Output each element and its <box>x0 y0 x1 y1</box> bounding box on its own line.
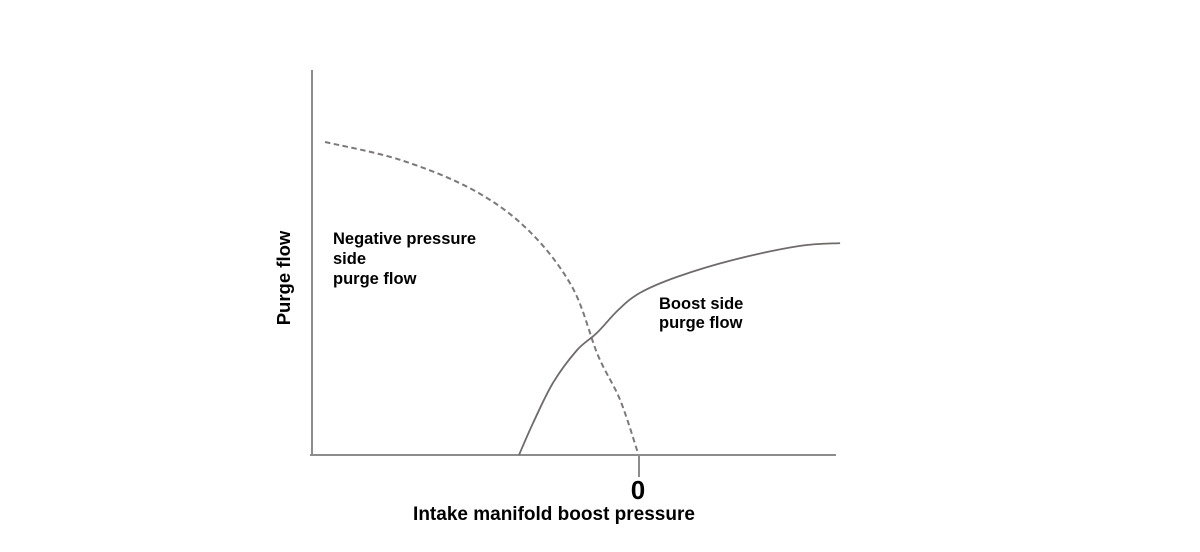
annotation-line: side <box>333 250 367 268</box>
annotation-line: Boost side <box>659 295 744 313</box>
curve-boost-side-purge-flow <box>518 242 841 456</box>
x-axis-title: Intake manifold boost pressure <box>413 504 695 525</box>
annotation-negative-pressure-side: Negative pressure side purge flow <box>333 229 476 289</box>
curve-negative-pressure-side-purge-flow <box>324 141 639 454</box>
annotation-line: Negative pressure <box>333 230 477 248</box>
annotation-line: purge flow <box>333 270 417 288</box>
y-axis-title: Purge flow <box>273 230 294 326</box>
annotation-boost-side: Boost side purge flow <box>659 295 743 333</box>
x-tick-label-zero: 0 <box>630 475 646 505</box>
annotation-line: purge flow <box>659 314 743 332</box>
